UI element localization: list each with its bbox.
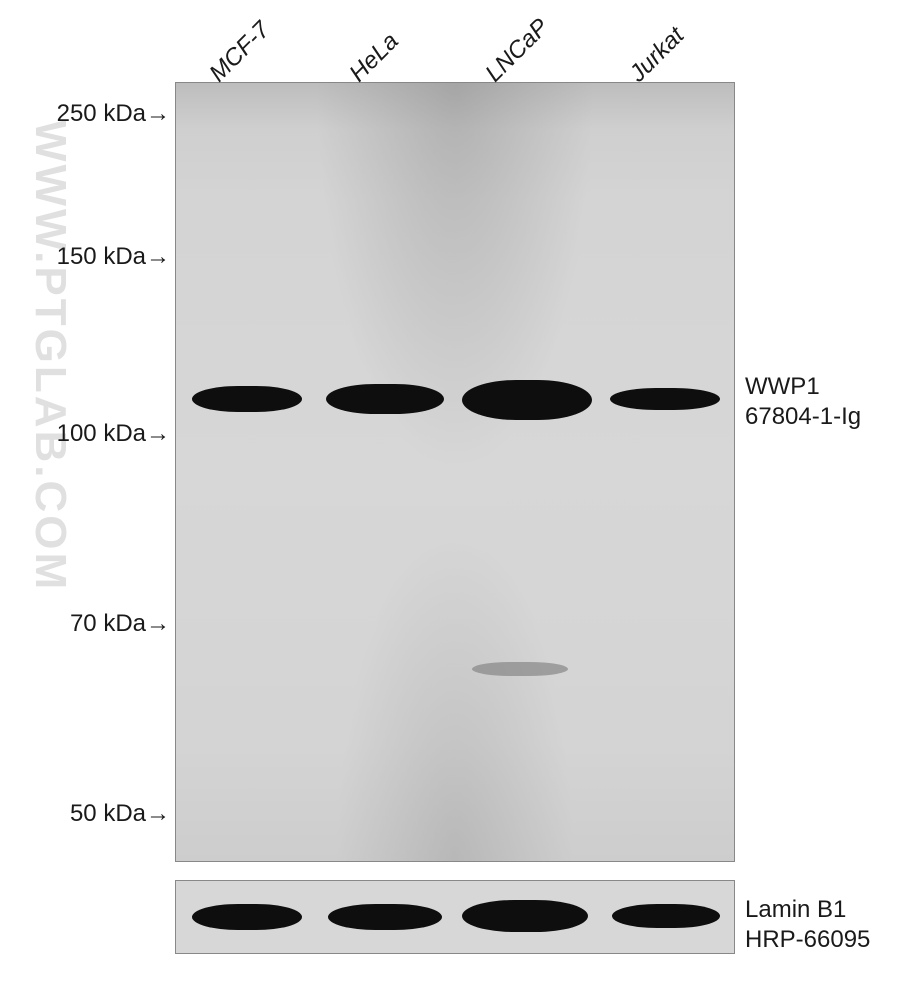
mw-marker: 70 kDa→ [70,610,170,638]
mw-marker: 250 kDa→ [57,100,170,128]
ab-catno: HRP-66095 [745,926,870,953]
mw-marker: 100 kDa→ [57,420,170,448]
band-laminb1-hela [328,904,442,930]
figure-container: WWW.PTGLAB.COM MCF-7 HeLa LNCaP Jurkat 2… [0,0,913,1001]
blot-membrane-main [175,82,735,862]
band-wwp1-lncap [462,380,592,420]
antibody-label-primary: WWP1 67804-1-Ig [745,372,861,432]
band-laminb1-jurkat [612,904,720,928]
lane-label: MCF-7 [204,16,276,88]
lane-label: Jurkat [624,22,690,88]
watermark-text: WWW.PTGLAB.COM [25,120,75,592]
lane-label: HeLa [344,28,404,88]
lane-label: LNCaP [480,13,555,88]
mw-marker: 50 kDa→ [70,800,170,828]
band-wwp1-jurkat [610,388,720,410]
ab-name: Lamin B1 [745,896,846,923]
ab-catno: 67804-1-Ig [745,403,861,430]
band-wwp1-lncap-minor [472,662,568,676]
band-wwp1-hela [326,384,444,414]
antibody-label-loading: Lamin B1 HRP-66095 [745,895,870,955]
mw-marker: 150 kDa→ [57,243,170,271]
band-laminb1-mcf7 [192,904,302,930]
band-wwp1-mcf7 [192,386,302,412]
ab-name: WWP1 [745,373,820,400]
band-laminb1-lncap [462,900,588,932]
